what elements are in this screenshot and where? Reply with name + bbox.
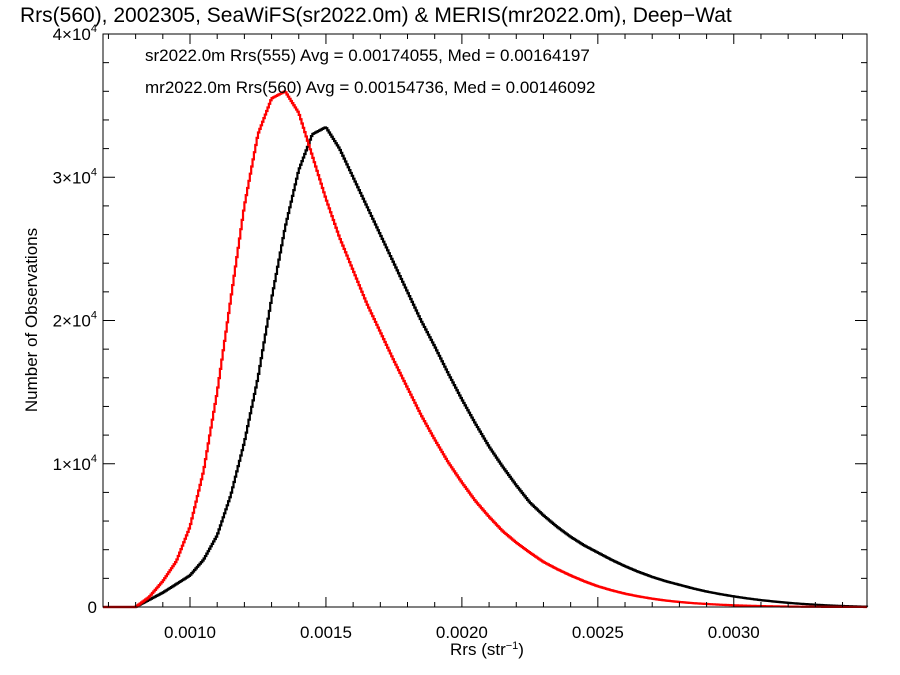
y-tick-label: 4×104 bbox=[53, 23, 97, 44]
y-tick-label: 0 bbox=[88, 598, 97, 617]
x-tick-label: 0.0015 bbox=[300, 623, 352, 642]
y-tick-label: 2×104 bbox=[53, 310, 97, 331]
chart-title: Rrs(560), 2002305, SeaWiFS(sr2022.0m) & … bbox=[20, 4, 732, 27]
y-tick-label: 1×104 bbox=[53, 453, 97, 474]
annotation-seawifs: sr2022.0m Rrs(555) Avg = 0.00174055, Med… bbox=[145, 46, 590, 65]
y-tick-label: 3×104 bbox=[53, 166, 97, 187]
series-line-0 bbox=[103, 126, 869, 609]
plot-area bbox=[103, 90, 869, 609]
x-tick-label: 0.0010 bbox=[164, 623, 216, 642]
plot-frame bbox=[102, 33, 868, 608]
annotation-meris: mr2022.0m Rrs(560) Avg = 0.00154736, Med… bbox=[145, 78, 596, 97]
x-tick-label: 0.0030 bbox=[708, 623, 760, 642]
legend-annotations: sr2022.0m Rrs(555) Avg = 0.00174055, Med… bbox=[145, 46, 596, 97]
x-tick-label: 0.0025 bbox=[572, 623, 624, 642]
y-axis: 0 1×104 2×104 3×104 4×104 bbox=[53, 23, 867, 617]
x-tick-label: 0.0020 bbox=[436, 623, 488, 642]
y-axis-label: Number of Observations bbox=[22, 228, 41, 412]
x-axis-label: Rrs (str−1) bbox=[450, 640, 524, 659]
series-line-1 bbox=[103, 90, 867, 609]
x-axis: 0.0010 0.0015 0.0020 0.0025 0.0030 bbox=[107, 34, 844, 642]
